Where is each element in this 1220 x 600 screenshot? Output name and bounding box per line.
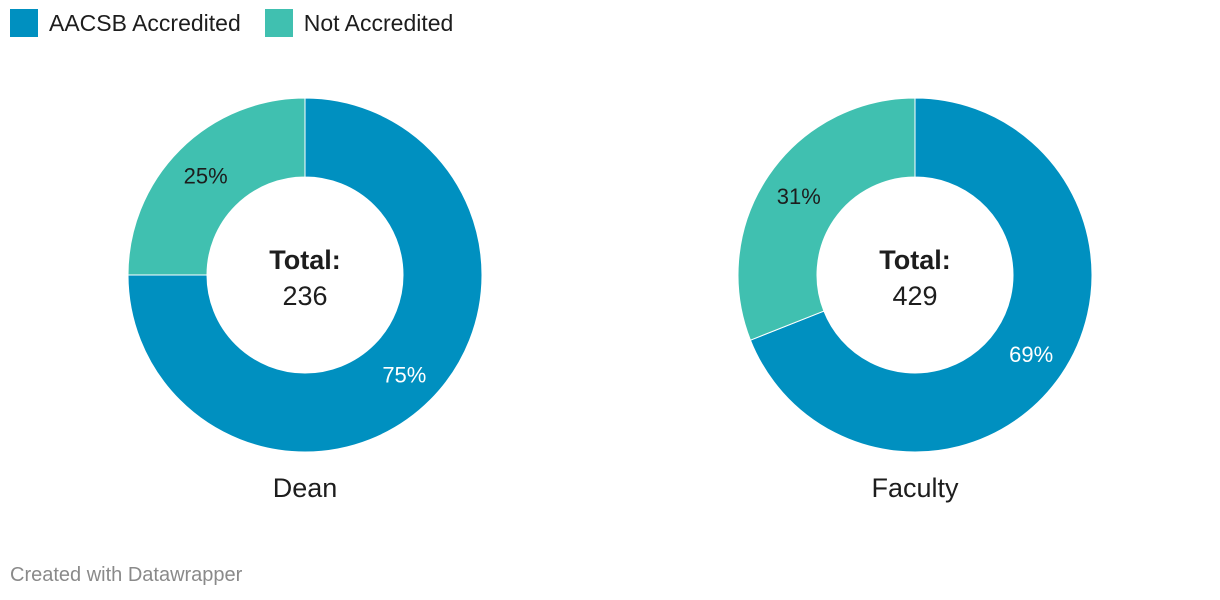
legend-swatch-aacsb-accredited xyxy=(10,9,38,37)
faculty-chart-label: Faculty xyxy=(871,473,959,503)
footer-credit: Created with Datawrapper xyxy=(10,564,243,586)
faculty-slice-label-not-accredited: 31% xyxy=(777,184,821,209)
dean-slice-aacsb-accredited[interactable] xyxy=(127,97,483,453)
faculty-slice-aacsb-accredited[interactable] xyxy=(749,97,1093,453)
dean-center-title: Total: xyxy=(269,245,340,275)
faculty-center-title: Total: xyxy=(879,245,950,275)
legend-label-aacsb-accredited: AACSB Accredited xyxy=(49,9,241,36)
legend-swatch-not-accredited xyxy=(264,9,293,37)
dean-center-value: 236 xyxy=(282,281,327,311)
dean-slice-label-aacsb-accredited: 75% xyxy=(382,362,426,387)
legend-label-not-accredited: Not Accredited xyxy=(303,9,454,36)
faculty-center-value: 429 xyxy=(892,281,937,311)
legend-item-not-accredited[interactable]: Not Accredited xyxy=(264,9,454,37)
faculty-slice-label-aacsb-accredited: 69% xyxy=(1009,342,1053,367)
dean-chart-label: Dean xyxy=(273,473,338,503)
dean-slice-not-accredited[interactable] xyxy=(127,97,306,276)
legend: AACSB Accredited Not Accredited xyxy=(10,9,477,37)
faculty-slice-not-accredited[interactable] xyxy=(737,97,916,341)
legend-item-aacsb-accredited[interactable]: AACSB Accredited xyxy=(10,9,241,37)
dean-slice-label-not-accredited: 25% xyxy=(184,164,228,189)
